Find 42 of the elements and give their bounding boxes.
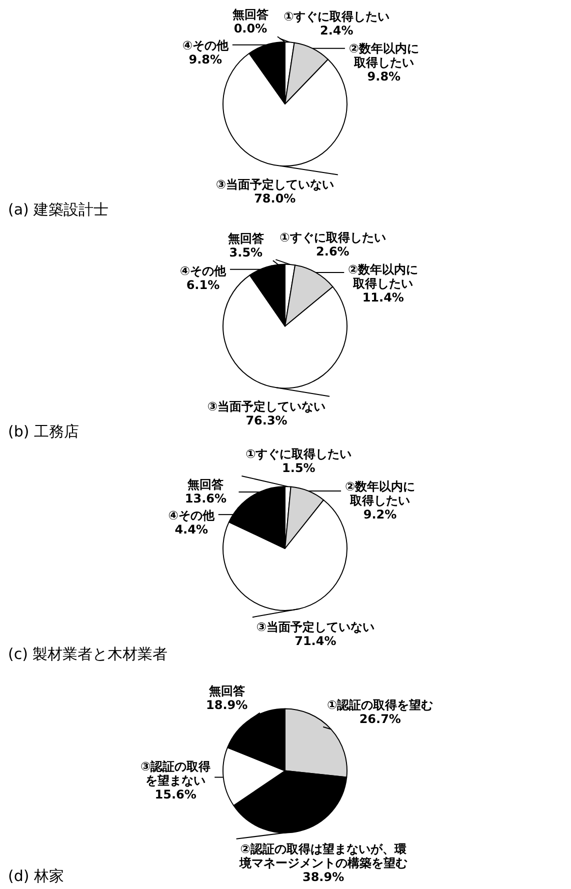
data-label: 3.5% [229,246,263,260]
slice-label: ③当面予定していない [256,620,375,634]
data-label: 13.6% [184,492,227,506]
data-label: 4.4% [174,522,208,537]
data-label: 15.6% [154,788,196,802]
slice-label: ③当面予定していない [216,178,334,192]
slice-label: ②数年以内に取得したい [348,262,418,290]
slice-label: ④その他 [168,508,216,523]
text: (a) 建築設計士 [8,200,109,218]
slice-label: ②数年以内に取得したい [348,41,420,70]
data-label: 6.1% [186,278,220,292]
data-label: 38.9% [302,870,344,884]
legend-label: 無回答 [186,478,225,492]
data-label: 76.3% [246,413,288,428]
data-label: 9.8% [188,52,222,67]
data-label: 11.4% [362,290,404,304]
slice-label: ①すぐに取得したい [284,9,390,24]
data-label: 71.4% [294,634,336,648]
data-label: 26.7% [359,712,401,726]
slice-label: ①すぐに取得したい [280,230,386,245]
data-label: 78.0% [254,192,296,206]
data-label: 2.6% [316,244,350,259]
data-label: 2.4% [320,23,354,38]
slice-label: ②数年以内に取得したい [344,480,416,508]
text: (d) 林家 [8,867,64,885]
category-label: 無回答 [232,8,268,22]
slice-label: ①認証の取得を望む [327,698,434,712]
slice-label: 無回答 [226,232,265,246]
slice-label: ③当面予定していない [207,399,326,414]
text: 0.0% [234,22,268,36]
slice-label: ②認証の取得は望まないが、環境マネージメントの構築を望む [238,842,408,870]
text: (c) 製材業者と木材業者 [8,644,168,663]
data-label: 18.9% [206,698,248,712]
slice-label: 無回答 [208,684,246,698]
data-label: 9.8% [367,69,401,84]
text: (b) 工務店 [8,422,79,440]
data-label: 9.2% [363,508,397,522]
data-label: 1.5% [282,461,316,476]
slice-label: ③認証の取得を望まない [140,760,211,788]
slice-label: ①すぐに取得したい [246,447,352,462]
slice-label: ④その他 [180,264,228,278]
slice-label: ④その他 [182,38,230,53]
